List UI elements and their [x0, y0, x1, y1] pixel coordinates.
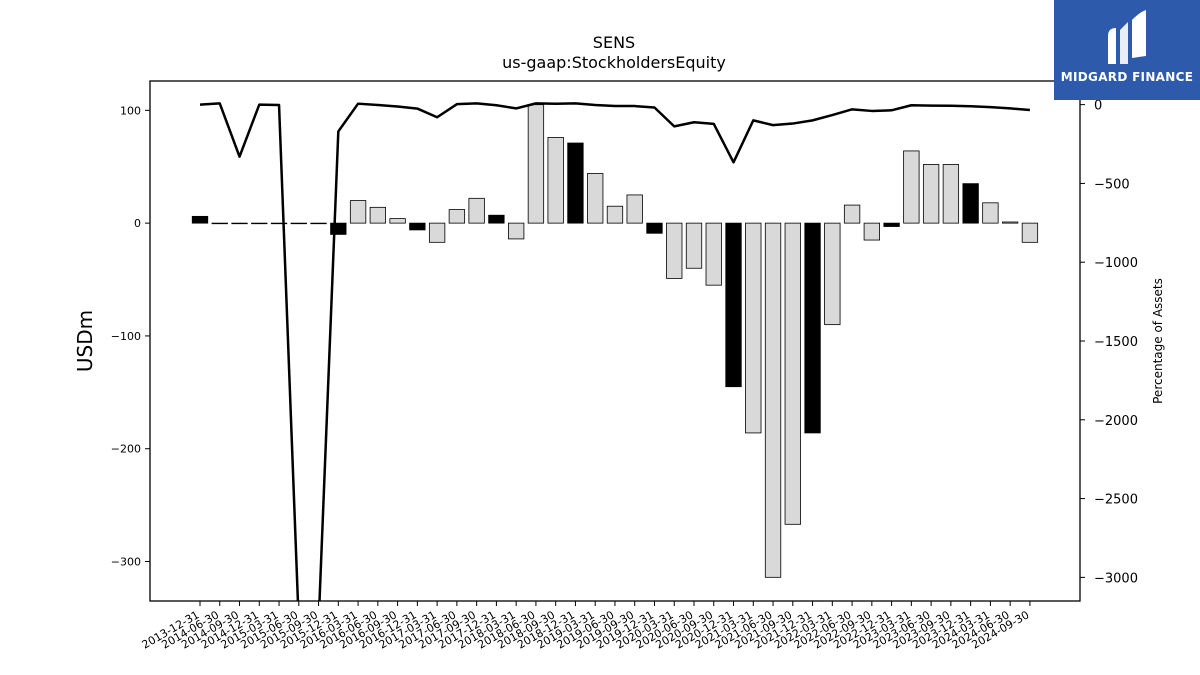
y2-tick-label: −3000 [1094, 571, 1138, 586]
bar-2024-06-30 [1002, 221, 1019, 224]
brand-logo: MIDGARD FINANCE [1054, 0, 1200, 100]
bar-2023-09-30 [942, 164, 960, 224]
y-axis-label: USDm [73, 310, 97, 372]
bar-2023-12-31 [962, 183, 979, 224]
bar-2024-03-31 [982, 202, 999, 224]
chart-title: SENS [593, 33, 635, 52]
bar-2021-09-30 [784, 222, 801, 525]
bar-2015-03-31 [270, 222, 288, 225]
y-tick-label: 0 [134, 217, 141, 230]
bar-2020-09-30 [705, 222, 722, 286]
brand-name: MIDGARD FINANCE [1060, 70, 1194, 84]
percentage-line [199, 102, 1031, 601]
bar-2016-12-31 [409, 222, 426, 231]
bar-2017-06-30 [448, 209, 466, 224]
y2-tick-label: −1000 [1094, 256, 1138, 271]
y2-tick-label: −500 [1094, 177, 1130, 192]
plot-area [191, 102, 1039, 601]
bar-2014-12-31 [251, 222, 268, 225]
bar-2015-09-30 [310, 222, 327, 225]
bar-2022-12-31 [883, 222, 900, 227]
bar-2022-09-30 [863, 222, 880, 241]
bar-2015-06-30 [290, 222, 307, 225]
y2-axis-label: Percentage of Assets [1151, 278, 1165, 404]
chart-subtitle: us-gaap:StockholdersEquity [502, 53, 726, 72]
plot-frame [149, 80, 1081, 602]
y2-tick-label: −1500 [1094, 335, 1138, 350]
bar-2020-06-30 [685, 222, 703, 269]
bar-2018-09-30 [547, 136, 564, 224]
bar-2024-09-30 [1021, 222, 1039, 243]
bar-2018-03-31 [508, 222, 525, 240]
bar-2015-12-31 [330, 222, 347, 235]
bar-2016-03-31 [349, 200, 367, 224]
bar-2019-06-30 [606, 205, 624, 224]
y-tick-label: −100 [111, 330, 141, 343]
bar-2023-03-31 [903, 150, 920, 224]
bar-2014-06-30 [211, 222, 228, 225]
bar-2019-03-31 [587, 173, 604, 224]
bar-2016-06-30 [369, 206, 386, 224]
y2-tick-label: −2500 [1094, 493, 1138, 508]
bar-2020-03-31 [666, 222, 683, 279]
bar-2021-12-31 [804, 222, 821, 434]
bar-2014-09-30 [231, 222, 248, 225]
midgard-logo-icon [1108, 10, 1146, 64]
y-tick-label: −200 [111, 443, 141, 456]
y-tick-label: −300 [111, 556, 141, 569]
bar-2013-12-31 [191, 215, 209, 224]
bar-2016-09-30 [389, 218, 406, 224]
y2-tick-label: 0 [1094, 99, 1102, 114]
bar-2022-06-30 [843, 204, 861, 224]
bar-2017-09-30 [468, 197, 485, 224]
bar-2021-06-30 [764, 222, 782, 578]
bar-2021-03-31 [745, 222, 762, 434]
bar-2022-03-31 [824, 222, 841, 326]
bar-2020-12-31 [725, 222, 742, 388]
bar-2017-12-31 [488, 214, 505, 224]
bar-2019-12-31 [646, 222, 663, 234]
bar-2017-03-31 [428, 222, 446, 243]
bar-2018-06-30 [527, 104, 545, 224]
bar-2018-12-31 [567, 142, 584, 224]
y2-tick-label: −2000 [1094, 414, 1138, 429]
bar-2023-06-30 [922, 164, 940, 224]
y-tick-label: 100 [120, 104, 141, 117]
bar-2019-09-30 [626, 194, 643, 224]
